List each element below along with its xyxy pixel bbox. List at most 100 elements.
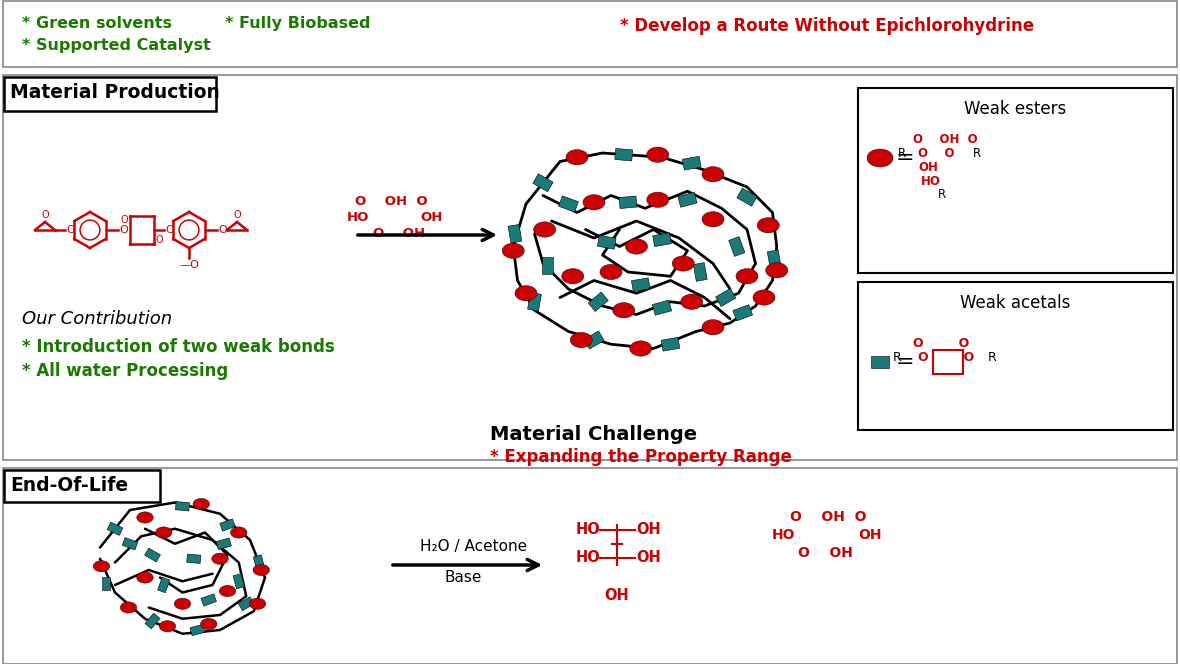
Text: O    OH: O OH bbox=[373, 227, 425, 240]
Bar bbox=[145, 613, 160, 629]
Text: O: O bbox=[165, 225, 173, 235]
Text: Base: Base bbox=[445, 570, 483, 584]
Text: * Fully Biobased: * Fully Biobased bbox=[225, 16, 371, 31]
Text: Weak esters: Weak esters bbox=[964, 100, 1066, 118]
Text: Material Production: Material Production bbox=[9, 83, 219, 102]
Bar bbox=[176, 501, 190, 511]
Bar bbox=[682, 156, 701, 170]
Bar bbox=[533, 174, 553, 192]
Text: R: R bbox=[893, 351, 902, 364]
Bar bbox=[620, 196, 637, 208]
Ellipse shape bbox=[156, 527, 172, 538]
Text: Our Contribution: Our Contribution bbox=[22, 310, 172, 328]
Ellipse shape bbox=[137, 572, 153, 583]
Bar bbox=[733, 305, 753, 321]
Bar bbox=[145, 548, 160, 562]
Ellipse shape bbox=[194, 499, 210, 510]
Ellipse shape bbox=[753, 290, 775, 305]
Text: O    OH  O: O OH O bbox=[913, 133, 977, 146]
Text: O: O bbox=[218, 225, 227, 235]
Text: End-Of-Life: End-Of-Life bbox=[9, 476, 129, 495]
FancyBboxPatch shape bbox=[4, 470, 160, 502]
Bar bbox=[597, 235, 616, 249]
Bar bbox=[4, 468, 1176, 664]
Ellipse shape bbox=[253, 564, 269, 576]
Ellipse shape bbox=[514, 286, 537, 301]
Bar bbox=[767, 250, 781, 268]
Ellipse shape bbox=[201, 618, 217, 629]
Bar bbox=[584, 331, 604, 349]
Bar bbox=[238, 597, 254, 611]
Text: OH: OH bbox=[420, 211, 442, 224]
Bar bbox=[190, 624, 205, 635]
Bar bbox=[232, 574, 244, 589]
Bar bbox=[631, 278, 650, 291]
Text: OH: OH bbox=[604, 588, 629, 603]
Text: * Introduction of two weak bonds: * Introduction of two weak bonds bbox=[22, 338, 335, 356]
Text: O: O bbox=[234, 210, 241, 220]
Bar bbox=[661, 337, 680, 351]
Bar bbox=[729, 236, 745, 256]
Ellipse shape bbox=[570, 333, 592, 348]
Ellipse shape bbox=[647, 192, 669, 207]
Text: OH: OH bbox=[858, 528, 881, 542]
Text: O    OH: O OH bbox=[798, 546, 853, 560]
Bar bbox=[201, 594, 216, 606]
Text: O    OH  O: O OH O bbox=[789, 510, 866, 524]
Ellipse shape bbox=[503, 243, 524, 258]
Bar bbox=[694, 263, 707, 282]
Bar bbox=[615, 149, 632, 161]
Text: OH: OH bbox=[636, 523, 661, 537]
Ellipse shape bbox=[93, 560, 110, 572]
Bar bbox=[158, 577, 170, 593]
Text: R: R bbox=[938, 188, 946, 201]
Bar bbox=[101, 577, 110, 590]
Ellipse shape bbox=[758, 218, 779, 233]
Bar bbox=[123, 538, 138, 550]
Text: R: R bbox=[988, 351, 997, 364]
Text: * All water Processing: * All water Processing bbox=[22, 362, 228, 380]
Text: Weak acetals: Weak acetals bbox=[959, 294, 1070, 312]
Ellipse shape bbox=[120, 602, 137, 613]
Text: O: O bbox=[119, 225, 127, 235]
Bar bbox=[4, 75, 1176, 460]
Ellipse shape bbox=[159, 621, 176, 632]
Text: * Green solvents: * Green solvents bbox=[22, 16, 172, 31]
Bar bbox=[858, 282, 1173, 430]
Ellipse shape bbox=[211, 553, 228, 564]
Text: =: = bbox=[896, 148, 914, 168]
Text: * Expanding the Property Range: * Expanding the Property Range bbox=[490, 448, 792, 466]
Bar bbox=[736, 188, 758, 207]
Text: O: O bbox=[120, 215, 127, 225]
Text: O        O: O O bbox=[918, 351, 975, 364]
Bar bbox=[527, 292, 542, 311]
Ellipse shape bbox=[249, 598, 266, 610]
Ellipse shape bbox=[562, 269, 584, 284]
Ellipse shape bbox=[867, 149, 893, 167]
Bar bbox=[4, 1, 1176, 67]
Ellipse shape bbox=[702, 319, 725, 335]
Ellipse shape bbox=[175, 598, 191, 610]
Bar bbox=[254, 555, 264, 570]
Text: HO: HO bbox=[576, 550, 599, 566]
Bar bbox=[107, 522, 123, 535]
Text: =: = bbox=[896, 352, 914, 372]
Ellipse shape bbox=[766, 263, 788, 278]
Ellipse shape bbox=[219, 586, 236, 597]
Bar bbox=[542, 257, 552, 274]
Text: H₂O / Acetone: H₂O / Acetone bbox=[420, 539, 527, 554]
Text: * Supported Catalyst: * Supported Catalyst bbox=[22, 38, 211, 53]
Bar bbox=[871, 356, 889, 368]
Ellipse shape bbox=[736, 269, 758, 284]
Text: HO: HO bbox=[772, 528, 795, 542]
Text: HO: HO bbox=[347, 211, 369, 224]
Ellipse shape bbox=[583, 195, 605, 210]
Ellipse shape bbox=[599, 264, 622, 280]
Text: —O: —O bbox=[179, 260, 199, 270]
Ellipse shape bbox=[533, 222, 556, 237]
Text: * Develop a Route Without Epichlorohydrine: * Develop a Route Without Epichlorohydri… bbox=[620, 17, 1034, 35]
Text: HO: HO bbox=[922, 175, 940, 188]
Ellipse shape bbox=[647, 147, 669, 163]
Ellipse shape bbox=[625, 239, 648, 254]
Bar bbox=[558, 196, 578, 212]
